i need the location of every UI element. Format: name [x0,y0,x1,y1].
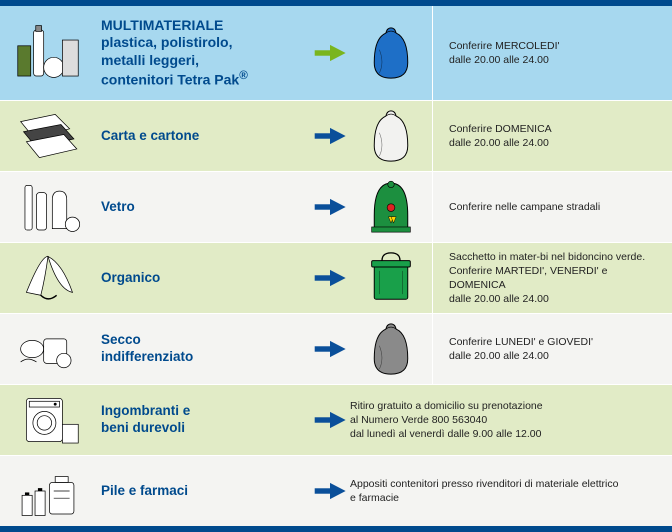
info-multimateriale: Conferire MERCOLEDI'dalle 20.00 alle 24.… [432,6,672,100]
arrow-icon [310,6,350,100]
row-vetro: Vetro Conferire nelle campane stradali [0,172,672,243]
title-text: Carta e cartone [101,128,199,145]
info-line: al Numero Verde 800 563040 [350,413,660,427]
row-carta: Carta e cartone Conferire DOMENICAdalle … [0,101,672,172]
container-icon-carta [350,101,432,171]
title-text: Ingombranti ebeni durevoli [101,403,190,437]
info-line: Conferire MARTEDI', VENERDI' e DOMENICA [449,264,660,292]
title-text: Vetro [101,199,135,216]
info-line: Conferire nelle campane stradali [449,200,660,214]
row-pile: Pile e farmaci Appositi contenitori pres… [0,456,672,526]
title-text: Organico [101,270,160,287]
info-line: Conferire MERCOLEDI' [449,39,660,53]
container-icon-multimateriale [350,6,432,100]
title-ingombranti: Ingombranti ebeni durevoli [95,385,310,455]
material-icon-pile [0,456,95,526]
title-multimateriale: MULTIMATERIALEplastica, polistirolo,meta… [95,6,310,100]
row-multimateriale: MULTIMATERIALEplastica, polistirolo,meta… [0,6,672,101]
info-line: e farmacie [350,491,660,505]
title-text: MULTIMATERIALEplastica, polistirolo,meta… [101,17,248,90]
material-icon-organico [0,243,95,313]
row-ingombranti: Ingombranti ebeni durevoli Ritiro gratui… [0,385,672,456]
info-line: dal lunedì al venerdì dalle 9.00 alle 12… [350,427,660,441]
title-organico: Organico [95,243,310,313]
title-secco: Seccoindifferenziato [95,314,310,384]
info-line: dalle 20.00 alle 24.00 [449,136,660,150]
info-line: Conferire DOMENICA [449,122,660,136]
info-line: dalle 20.00 alle 24.00 [449,292,660,306]
container-icon-organico [350,243,432,313]
info-line: Ritiro gratuito a domicilio su prenotazi… [350,399,660,413]
info-organico: Sacchetto in mater-bi nel bidoncino verd… [432,243,672,313]
row-secco: Seccoindifferenziato Conferire LUNEDI' e… [0,314,672,385]
recycling-schedule-table: MULTIMATERIALEplastica, polistirolo,meta… [0,0,672,532]
title-text: Seccoindifferenziato [101,332,193,366]
material-icon-ingombranti [0,385,95,455]
container-icon-secco [350,314,432,384]
info-line: Conferire LUNEDI' e GIOVEDI' [449,335,660,349]
row-organico: Organico Sacchetto in mater-bi nel bidon… [0,243,672,314]
info-line: Sacchetto in mater-bi nel bidoncino verd… [449,250,660,264]
arrow-icon [310,314,350,384]
title-carta: Carta e cartone [95,101,310,171]
info-line: dalle 20.00 alle 24.00 [449,349,660,363]
title-pile: Pile e farmaci [95,456,310,526]
arrow-icon [310,385,350,455]
arrow-icon [310,243,350,313]
material-icon-carta [0,101,95,171]
arrow-icon [310,172,350,242]
title-text: Pile e farmaci [101,483,188,500]
info-secco: Conferire LUNEDI' e GIOVEDI'dalle 20.00 … [432,314,672,384]
info-pile: Appositi contenitori presso rivenditori … [350,456,672,526]
info-carta: Conferire DOMENICAdalle 20.00 alle 24.00 [432,101,672,171]
title-vetro: Vetro [95,172,310,242]
container-icon-vetro [350,172,432,242]
material-icon-vetro [0,172,95,242]
material-icon-multimateriale [0,6,95,100]
arrow-icon [310,456,350,526]
info-ingombranti: Ritiro gratuito a domicilio su prenotazi… [350,385,672,455]
info-line: dalle 20.00 alle 24.00 [449,53,660,67]
arrow-icon [310,101,350,171]
info-line: Appositi contenitori presso rivenditori … [350,477,660,491]
material-icon-secco [0,314,95,384]
info-vetro: Conferire nelle campane stradali [432,172,672,242]
